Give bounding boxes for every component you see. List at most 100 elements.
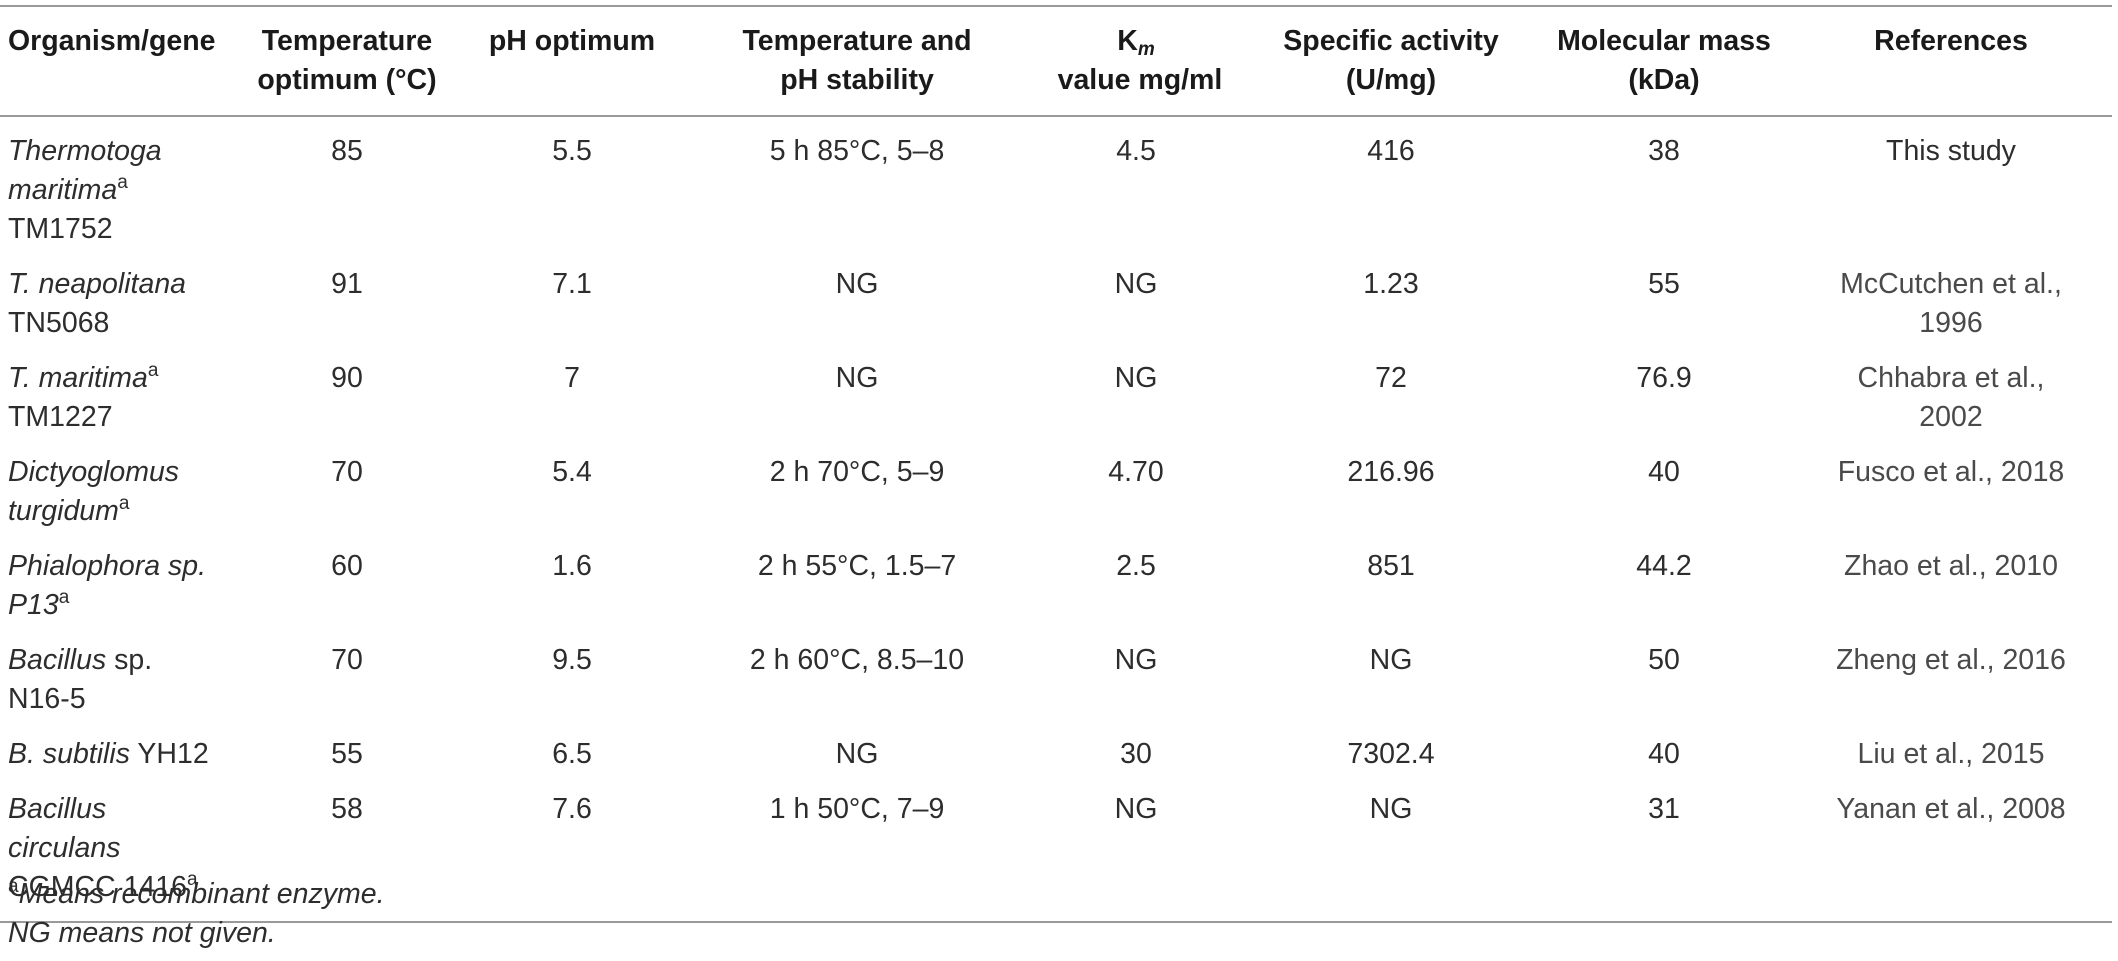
table-row: Bacillus sp. N16-5 70 9.5 2 h 60°C, 8.5–1… bbox=[0, 633, 2112, 727]
organism-name: maritima bbox=[8, 174, 118, 206]
organism-name: circulans bbox=[8, 832, 121, 864]
km-cell: 2.5 bbox=[1116, 550, 1156, 582]
km-cell: 30 bbox=[1120, 738, 1152, 770]
specific-activity-cell: 7302.4 bbox=[1347, 738, 1435, 770]
reference-cell: Zheng et al., 2016 bbox=[1790, 633, 2112, 727]
temperature-optimum-cell: 58 bbox=[331, 793, 363, 825]
organism-cell: T. neapolitana TN5068 bbox=[0, 257, 236, 351]
reference-text: Fusco et al., 2018 bbox=[1837, 456, 2065, 488]
table-footnotes: aMeans recombinant enzyme. NG means not … bbox=[8, 875, 385, 953]
data-table-container: Organism/gene Temperature optimum (°C) pH… bbox=[0, 5, 2112, 923]
table-row: T. neapolitana TN5068 91 7.1 NG NG 1.23 5… bbox=[0, 257, 2112, 351]
table-row: T. maritimaa TM1227 90 7 NG NG 72 76.9 Ch… bbox=[0, 351, 2112, 445]
organism-name: Thermotoga bbox=[8, 135, 162, 167]
reference-text: Chhabra et al., bbox=[1857, 362, 2045, 394]
header-ph-opt-label: pH optimum bbox=[488, 25, 656, 57]
reference-cell: This study bbox=[1790, 116, 2112, 257]
reference-text: Liu et al., 2015 bbox=[1857, 738, 2045, 770]
specific-activity-cell: 216.96 bbox=[1347, 456, 1435, 488]
header-references: References bbox=[1790, 6, 2112, 116]
organism-cell: Dictyoglomus turgiduma bbox=[0, 445, 236, 539]
header-stability-line1: Temperature and bbox=[742, 25, 972, 57]
specific-activity-cell: NG bbox=[1369, 793, 1413, 825]
header-spec-line2: (U/mg) bbox=[1345, 64, 1437, 96]
footnote-ng: NG means not given. bbox=[8, 914, 385, 953]
km-cell: NG bbox=[1114, 362, 1158, 394]
ph-optimum-cell: 5.5 bbox=[552, 135, 592, 167]
organism-cell: T. maritimaa TM1227 bbox=[0, 351, 236, 445]
header-mass-line2: (kDa) bbox=[1628, 64, 1700, 96]
recombinant-marker: a bbox=[186, 869, 198, 890]
organism-cell: Phialophora sp. P13a bbox=[0, 539, 236, 633]
temperature-optimum-cell: 85 bbox=[331, 135, 363, 167]
stability-cell: 1 h 50°C, 7–9 bbox=[769, 793, 945, 825]
reference-year: 1996 bbox=[1919, 307, 1983, 339]
recombinant-marker: a bbox=[117, 172, 128, 193]
header-temp-opt-line2: optimum (°C) bbox=[257, 64, 437, 96]
stability-cell: NG bbox=[835, 268, 879, 300]
specific-activity-cell: 851 bbox=[1367, 550, 1415, 582]
reference-cell: Fusco et al., 2018 bbox=[1790, 445, 2112, 539]
header-molecular-mass: Molecular mass (kDa) bbox=[1538, 6, 1790, 116]
table-row: Dictyoglomus turgiduma 70 5.4 2 h 70°C, 5… bbox=[0, 445, 2112, 539]
header-organism: Organism/gene bbox=[0, 6, 236, 116]
header-stability-line2: pH stability bbox=[780, 64, 934, 96]
ph-optimum-cell: 7 bbox=[564, 362, 580, 394]
molecular-mass-cell: 76.9 bbox=[1636, 362, 1692, 394]
reference-text: McCutchen et al., bbox=[1840, 268, 2062, 300]
molecular-mass-cell: 55 bbox=[1648, 268, 1680, 300]
organism-cell: Bacillus circulans CGMCC 1416a bbox=[0, 782, 236, 922]
header-mass-line1: Molecular mass bbox=[1557, 25, 1771, 57]
specific-activity-cell: 72 bbox=[1375, 362, 1407, 394]
recombinant-marker: a bbox=[58, 587, 70, 608]
reference-cell: McCutchen et al., 1996 bbox=[1790, 257, 2112, 351]
recombinant-marker: a bbox=[118, 493, 130, 514]
ph-optimum-cell: 6.5 bbox=[552, 738, 592, 770]
header-stability: Temperature and pH stability bbox=[686, 6, 1028, 116]
temperature-optimum-cell: 55 bbox=[331, 738, 363, 770]
header-ph-optimum: pH optimum bbox=[458, 6, 686, 116]
specific-activity-cell: 1.23 bbox=[1363, 268, 1419, 300]
organism-name: Bacillus bbox=[8, 793, 107, 825]
molecular-mass-cell: 50 bbox=[1648, 644, 1680, 676]
organism-cell: B. subtilis YH12 bbox=[0, 727, 236, 782]
ph-optimum-cell: 7.1 bbox=[552, 268, 592, 300]
enzyme-comparison-table: Organism/gene Temperature optimum (°C) pH… bbox=[0, 5, 2112, 923]
footnote-marker: a bbox=[8, 876, 19, 897]
stability-cell: NG bbox=[835, 738, 879, 770]
table-row: B. subtilis YH12 55 6.5 NG 30 7302.4 40 … bbox=[0, 727, 2112, 782]
organism-name: P13 bbox=[8, 589, 59, 621]
reference-cell: Liu et al., 2015 bbox=[1790, 727, 2112, 782]
km-cell: 4.70 bbox=[1108, 456, 1164, 488]
stability-cell: 2 h 55°C, 1.5–7 bbox=[757, 550, 957, 582]
temperature-optimum-cell: 91 bbox=[331, 268, 363, 300]
molecular-mass-cell: 40 bbox=[1648, 456, 1680, 488]
header-organism-label: Organism/gene bbox=[8, 25, 216, 57]
temperature-optimum-cell: 70 bbox=[331, 644, 363, 676]
reference-text: Zheng et al., 2016 bbox=[1836, 644, 2066, 676]
organism-name-suffix: sp. bbox=[106, 644, 153, 676]
ph-optimum-cell: 1.6 bbox=[552, 550, 592, 582]
molecular-mass-cell: 38 bbox=[1648, 135, 1680, 167]
header-temperature-optimum: Temperature optimum (°C) bbox=[236, 6, 458, 116]
gene-id: TM1227 bbox=[8, 401, 113, 433]
footnote-text: Means recombinant enzyme. bbox=[18, 878, 385, 910]
organism-name: B. subtilis bbox=[8, 738, 130, 770]
organism-name: Bacillus bbox=[8, 644, 107, 676]
stability-cell: 5 h 85°C, 5–8 bbox=[769, 135, 945, 167]
temperature-optimum-cell: 60 bbox=[331, 550, 363, 582]
gene-id: TN5068 bbox=[8, 307, 110, 339]
temperature-optimum-cell: 90 bbox=[331, 362, 363, 394]
km-cell: 4.5 bbox=[1116, 135, 1156, 167]
header-km-k: K bbox=[1117, 25, 1138, 57]
organism-name: T. maritima bbox=[8, 362, 148, 394]
reference-text: This study bbox=[1886, 135, 2016, 167]
ph-optimum-cell: 5.4 bbox=[552, 456, 592, 488]
organism-name: Phialophora sp. bbox=[8, 550, 207, 582]
temperature-optimum-cell: 70 bbox=[331, 456, 363, 488]
header-spec-line1: Specific activity bbox=[1283, 25, 1499, 57]
km-cell: NG bbox=[1114, 644, 1158, 676]
header-km-rest: value mg/ml bbox=[1049, 64, 1223, 96]
molecular-mass-cell: 31 bbox=[1648, 793, 1680, 825]
table-row: Phialophora sp. P13a 60 1.6 2 h 55°C, 1.5… bbox=[0, 539, 2112, 633]
